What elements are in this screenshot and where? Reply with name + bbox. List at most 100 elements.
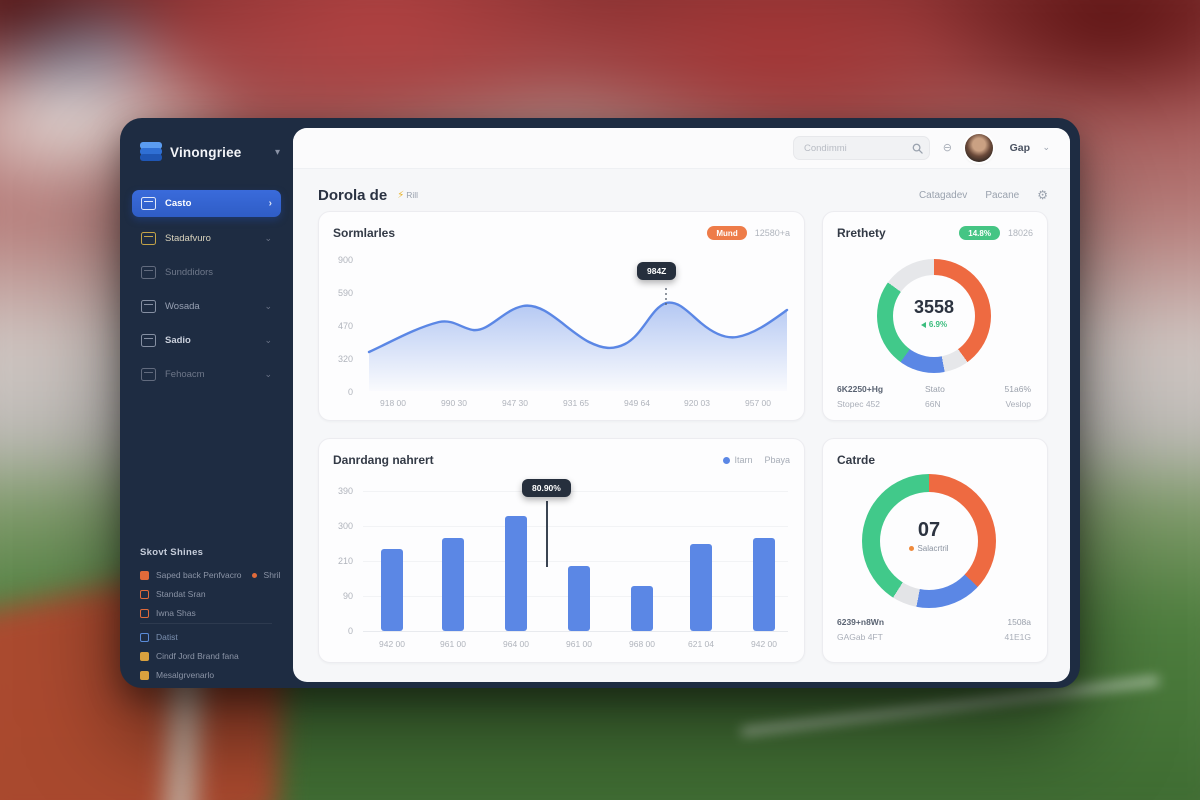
y-tick: 90 [342, 591, 353, 601]
action-link-2[interactable]: Pacane [985, 189, 1020, 201]
calendar-icon [141, 266, 156, 279]
section-item[interactable]: Cindf Jord Brand fana [140, 651, 239, 661]
legend-label: Itarn [734, 455, 753, 465]
sidebar-item-stadiums[interactable]: Stadafvuro ⌄ [132, 225, 281, 252]
orange-dot-icon [251, 572, 257, 578]
sidebar-item-label: Sunddidors [165, 267, 214, 278]
avatar[interactable] [965, 134, 993, 162]
action-link-1[interactable]: Catagadev [918, 189, 968, 201]
x-tick: 931 65 [563, 398, 589, 408]
sidebar-item-label: Stadafvuro [165, 233, 211, 244]
sidebar-item-wosada[interactable]: Wosada ⌄ [132, 293, 281, 320]
search-box[interactable] [793, 136, 930, 160]
user-name[interactable]: Gap [1009, 142, 1030, 154]
stat-bottom: Veslop [1005, 399, 1031, 409]
donut-value: 07 [917, 519, 941, 541]
orange-outline-icon [140, 589, 149, 599]
donut-center: 07 Salacrtril [862, 519, 996, 553]
orange-outline-icon [140, 608, 149, 618]
section-item[interactable]: Saped back Penfvacro Shril [140, 570, 281, 580]
stat-block: 6K2250+Hg Stopec 452 [837, 384, 883, 409]
x-tick: 621 04 [688, 639, 714, 649]
title-tag: ⚡ Rill [397, 190, 418, 201]
logo[interactable]: Vinongriee ▾ [140, 140, 280, 164]
section-item[interactable]: Datist [140, 632, 178, 642]
x-tick: 949 64 [624, 398, 650, 408]
stat-block: 6239+n8Wn GAGab 4FT [837, 617, 884, 642]
x-tick: 968 00 [629, 639, 655, 649]
section-header: Skovt Shines [140, 547, 204, 558]
section-item[interactable]: Iwna Shas [140, 608, 196, 618]
orange-dot-icon [909, 546, 915, 551]
sidebar-item-label: Sadio [165, 335, 191, 346]
chevron-down-icon[interactable]: ▾ [274, 146, 280, 158]
sidebar-item-label: Casto [165, 198, 192, 209]
shortcut-icon[interactable]: ⊖ [942, 142, 952, 154]
stat-block: 1508a 41E1G [1005, 617, 1031, 642]
y-tick: 320 [337, 354, 353, 364]
y-tick: 210 [337, 556, 353, 566]
donut-sub-label: Salacrtril [917, 544, 949, 553]
y-tick: 590 [337, 288, 353, 298]
bar[interactable] [690, 544, 712, 631]
sidebar-item-sadio[interactable]: Sadio ⌄ [132, 327, 281, 354]
sidebar-item-fehoacm[interactable]: Fehoacm ⌄ [132, 361, 281, 388]
bar[interactable] [442, 538, 464, 631]
bar[interactable] [568, 566, 590, 631]
search-input[interactable] [802, 141, 906, 155]
donut-chart[interactable] [877, 259, 991, 373]
sidebar-item-schedules[interactable]: Sunddidors [132, 259, 281, 286]
y-tick: 0 [347, 387, 353, 397]
y-tick: 470 [337, 321, 353, 331]
y-tick: 900 [337, 255, 353, 265]
folder-icon [141, 334, 156, 347]
card-title: Catrde [837, 453, 876, 467]
chart-tooltip: 984Z [637, 262, 677, 280]
y-tick: 390 [337, 486, 353, 496]
logo-text: Vinongriee [170, 144, 242, 160]
chevron-right-icon: › [268, 198, 272, 209]
sidebar-item-label: Wosada [165, 301, 200, 312]
bar[interactable] [505, 516, 527, 631]
donut-chart[interactable] [862, 474, 996, 608]
sidebar-item-label: Fehoacm [165, 369, 205, 380]
legend-dot-icon [723, 457, 731, 465]
section-item-extra: Shril [263, 570, 281, 580]
section-item-label: Standat Sran [156, 589, 206, 599]
x-tick: 942 00 [751, 639, 777, 649]
search-icon [912, 143, 923, 154]
bar-chart[interactable] [363, 489, 789, 631]
tooltip-stem [546, 501, 548, 567]
area-chart[interactable] [363, 250, 789, 392]
section-item[interactable]: Standat Sran [140, 589, 206, 599]
bar[interactable] [381, 549, 403, 631]
bar[interactable] [631, 586, 653, 631]
stat-top: Stato [925, 384, 945, 394]
status-badge: 14.8% [959, 226, 1000, 240]
donut-center: 3558 6.9% [877, 297, 991, 329]
chevron-down-icon[interactable]: ⌄ [1042, 142, 1050, 152]
x-tick: 957 00 [745, 398, 771, 408]
title-tag-label: Rill [406, 190, 419, 200]
x-tick: 918 00 [380, 398, 406, 408]
card-area-chart: Sormlarles Mund 12580+a 900 590 470 320 … [318, 211, 805, 421]
yellow-square-icon [140, 670, 149, 680]
gear-icon[interactable]: ⚙ [1037, 188, 1048, 202]
stadium-icon [141, 232, 156, 245]
main-content: ⊖ Gap ⌄ Dorola de ⚡ Rill Catagadev Pacan… [293, 128, 1070, 682]
chevron-down-icon: ⌄ [264, 233, 272, 243]
stat-top: 6239+n8Wn [837, 617, 885, 627]
dashboard-window: Vinongriee ▾ Casto › Stadafvuro ⌄ Sunddi… [120, 118, 1080, 688]
x-tick: 961 00 [566, 639, 592, 649]
stat-block: 51a6% Veslop [1005, 384, 1031, 409]
section-item[interactable]: Mesalgrvenarlo [140, 670, 214, 680]
stat-block: Stato 66N [925, 384, 945, 409]
section-item-label: Mesalgrvenarlo [156, 670, 215, 680]
chart-tooltip: 80.90% [522, 479, 571, 497]
sidebar-item-dashboard[interactable]: Casto › [132, 190, 281, 217]
divider [140, 623, 272, 624]
stat-bottom: 66N [925, 399, 941, 409]
orange-square-icon [140, 570, 149, 580]
stat-bottom: GAGab 4FT [837, 632, 883, 642]
bar[interactable] [753, 538, 775, 631]
